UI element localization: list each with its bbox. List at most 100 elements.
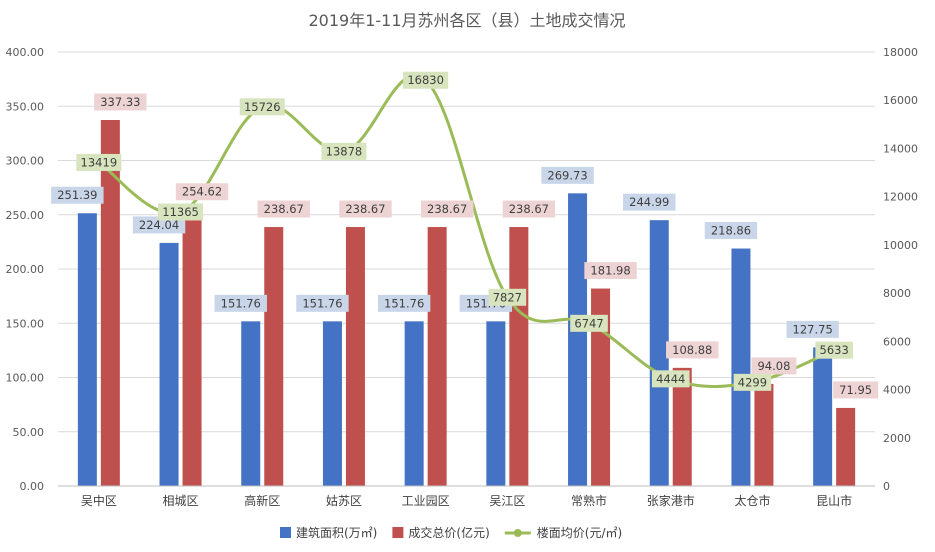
svg-text:4444: 4444	[656, 372, 685, 386]
svg-text:13419: 13419	[81, 155, 118, 169]
svg-text:337.33: 337.33	[100, 95, 140, 109]
area-data-label: 218.86	[704, 222, 758, 240]
svg-text:244.99: 244.99	[629, 195, 669, 209]
price-total-data-label: 181.98	[584, 262, 637, 280]
area-data-label: 269.73	[541, 166, 594, 184]
price-total-bar	[100, 119, 120, 486]
svg-text:127.75: 127.75	[793, 322, 833, 336]
area-bar	[404, 321, 424, 486]
price-total-data-label: 238.67	[257, 200, 310, 218]
svg-text:251.39: 251.39	[57, 188, 97, 202]
price-total-bar	[427, 227, 447, 487]
svg-text:151.76: 151.76	[384, 296, 424, 310]
price-total-bar	[591, 288, 611, 486]
avg-price-data-label: 15726	[239, 98, 285, 116]
avg-price-data-label: 13419	[76, 153, 122, 171]
legend-item: 建筑面积(万㎡)	[280, 525, 377, 540]
legend: 建筑面积(万㎡) 成交总价(亿元) 楼面均价(元/㎡)	[280, 525, 622, 540]
svg-text:224.04: 224.04	[139, 218, 179, 232]
area-bar	[77, 213, 97, 486]
right-tick-label: 14000	[883, 142, 918, 155]
area-bar	[568, 193, 588, 486]
left-tick-label: 100.00	[6, 372, 45, 385]
svg-text:16830: 16830	[407, 73, 444, 87]
area-data-label: 251.39	[51, 186, 104, 204]
area-bar	[241, 321, 261, 486]
right-tick-label: 4000	[883, 384, 911, 397]
category-label: 姑苏区	[326, 494, 362, 508]
legend-label: 楼面均价(元/㎡)	[537, 525, 622, 540]
area-data-label: 244.99	[623, 193, 676, 211]
svg-text:15726: 15726	[244, 100, 281, 114]
chart-title: 2019年1-11月苏州各区（县）土地成交情况	[308, 11, 625, 30]
price-total-bar	[754, 383, 774, 486]
svg-text:238.67: 238.67	[264, 202, 304, 216]
svg-text:11365: 11365	[162, 205, 199, 219]
right-tick-label: 18000	[883, 46, 918, 59]
category-label: 常熟市	[571, 493, 607, 508]
price-total-data-label: 94.08	[751, 357, 797, 375]
legend-item: 成交总价(亿元)	[392, 525, 490, 540]
price-total-data-label: 238.67	[420, 200, 474, 218]
avg-price-data-label: 4299	[733, 373, 772, 391]
gridlines	[58, 51, 875, 487]
price-total-data-label: 108.88	[666, 341, 719, 359]
svg-text:71.95: 71.95	[839, 383, 872, 397]
legend-swatch	[280, 527, 291, 538]
right-tick-label: 2000	[883, 432, 911, 445]
category-label: 吴江区	[489, 494, 525, 508]
legend-item: 楼面均价(元/㎡)	[504, 525, 622, 540]
category-label: 昆山市	[816, 493, 852, 508]
right-tick-label: 16000	[883, 94, 918, 107]
avg-price-data-label: 16830	[403, 71, 449, 89]
svg-text:6747: 6747	[574, 316, 603, 330]
category-label: 张家港市	[647, 493, 695, 508]
price-total-bar	[672, 367, 692, 486]
left-tick-label: 250.00	[6, 209, 45, 222]
legend-swatch	[392, 527, 404, 538]
svg-text:181.98: 181.98	[590, 264, 630, 278]
svg-text:94.08: 94.08	[757, 359, 790, 373]
svg-text:151.76: 151.76	[221, 296, 261, 310]
price-total-data-label: 337.33	[94, 93, 147, 111]
svg-text:254.62: 254.62	[182, 185, 222, 199]
left-tick-label: 200.00	[6, 263, 45, 276]
svg-text:108.88: 108.88	[672, 343, 712, 357]
category-label: 工业园区	[402, 494, 450, 508]
left-tick-label: 300.00	[6, 155, 45, 168]
price-total-data-label: 71.95	[833, 381, 879, 399]
svg-text:13878: 13878	[326, 144, 363, 158]
svg-text:218.86: 218.86	[711, 224, 751, 238]
area-bar	[731, 248, 751, 486]
svg-text:238.67: 238.67	[427, 202, 467, 216]
area-data-label: 151.76	[296, 294, 349, 312]
price-total-bar	[264, 227, 284, 487]
category-label: 太仓市	[734, 493, 770, 508]
area-bar	[486, 321, 506, 486]
right-tick-label: 0	[883, 480, 890, 493]
avg-price-data-label: 7827	[488, 288, 527, 306]
area-data-label: 224.04	[132, 216, 186, 234]
category-label: 高新区	[244, 493, 280, 508]
legend-marker	[513, 529, 522, 537]
svg-text:238.67: 238.67	[345, 202, 385, 216]
legend-label: 建筑面积(万㎡)	[296, 525, 377, 540]
area-bar	[159, 242, 179, 486]
avg-price-data-label: 5633	[815, 341, 853, 359]
price-total-bar	[182, 209, 202, 486]
right-tick-label: 6000	[883, 335, 911, 348]
avg-price-data-label: 11365	[158, 203, 204, 221]
price-total-bar	[509, 227, 529, 487]
right-tick-label: 8000	[883, 287, 911, 300]
avg-price-data-label: 13878	[321, 142, 367, 160]
price-total-bar	[836, 407, 856, 486]
left-tick-label: 150.00	[6, 317, 45, 330]
left-axis: 0.00 50.00 100.00 150.00 200.00 250.00 300.00 3…	[6, 46, 45, 493]
area-bar	[813, 347, 833, 486]
svg-text:151.76: 151.76	[302, 296, 342, 310]
area-data-label: 127.75	[786, 320, 839, 338]
left-tick-label: 0.00	[20, 480, 45, 493]
